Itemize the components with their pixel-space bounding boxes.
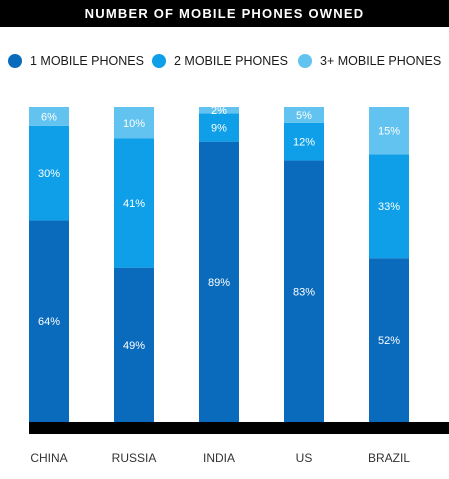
data-label: 15% [378, 126, 400, 138]
bar-segment [199, 107, 239, 114]
bar-segment [284, 122, 324, 161]
category-label: INDIA [203, 451, 235, 465]
legend-label-2-phones: 2 MOBILE PHONES [174, 54, 288, 68]
data-label: 2% [211, 105, 227, 117]
legend-label-1-phone: 1 MOBILE PHONES [30, 54, 144, 68]
bar-segment [114, 138, 154, 268]
data-label: 12% [293, 137, 315, 149]
legend-item-3plus-phones: 3+ MOBILE PHONES [298, 54, 441, 68]
baseline-bar [29, 422, 449, 434]
data-label: 64% [38, 316, 60, 328]
data-label: 9% [211, 122, 227, 134]
data-label: 6% [41, 111, 57, 123]
chart-title: NUMBER OF MOBILE PHONES OWNED [84, 6, 365, 21]
data-label: 5% [296, 110, 312, 122]
bar-segment [284, 160, 324, 423]
bar-segment [369, 258, 409, 422]
bar-segment [369, 154, 409, 259]
bar-segment [199, 113, 239, 142]
legend-item-1-phone: 1 MOBILE PHONES [8, 54, 144, 68]
legend-swatch-2-phones [152, 54, 166, 68]
data-label: 49% [123, 340, 145, 352]
data-label: 10% [123, 118, 145, 130]
data-label: 89% [208, 277, 230, 289]
bar-segment [114, 267, 154, 422]
data-label: 83% [293, 286, 315, 298]
data-label: 33% [378, 201, 400, 213]
category-label: BRAZIL [368, 451, 410, 465]
legend-label-3plus-phones: 3+ MOBILE PHONES [320, 54, 442, 68]
chart-title-bar: NUMBER OF MOBILE PHONES OWNED [0, 0, 449, 27]
category-label: CHINA [30, 451, 67, 465]
legend-swatch-3plus-phones [298, 54, 312, 68]
data-label: 30% [38, 168, 60, 180]
bar-segment [369, 107, 409, 155]
legend-swatch-1-phone [8, 54, 22, 68]
data-label: 41% [123, 198, 145, 210]
bar-segment [114, 107, 154, 139]
bar-segment [284, 107, 324, 123]
bar-segment [29, 125, 69, 221]
legend-item-2-phones: 2 MOBILE PHONES [152, 54, 288, 68]
bar-segment [29, 107, 69, 126]
bar-segment [199, 141, 239, 422]
legend: 1 MOBILE PHONES 2 MOBILE PHONES 3+ MOBIL… [0, 54, 449, 72]
category-label: US [296, 451, 313, 465]
bar-segment [29, 220, 69, 422]
category-label: RUSSIA [112, 451, 157, 465]
data-label: 52% [378, 335, 400, 347]
